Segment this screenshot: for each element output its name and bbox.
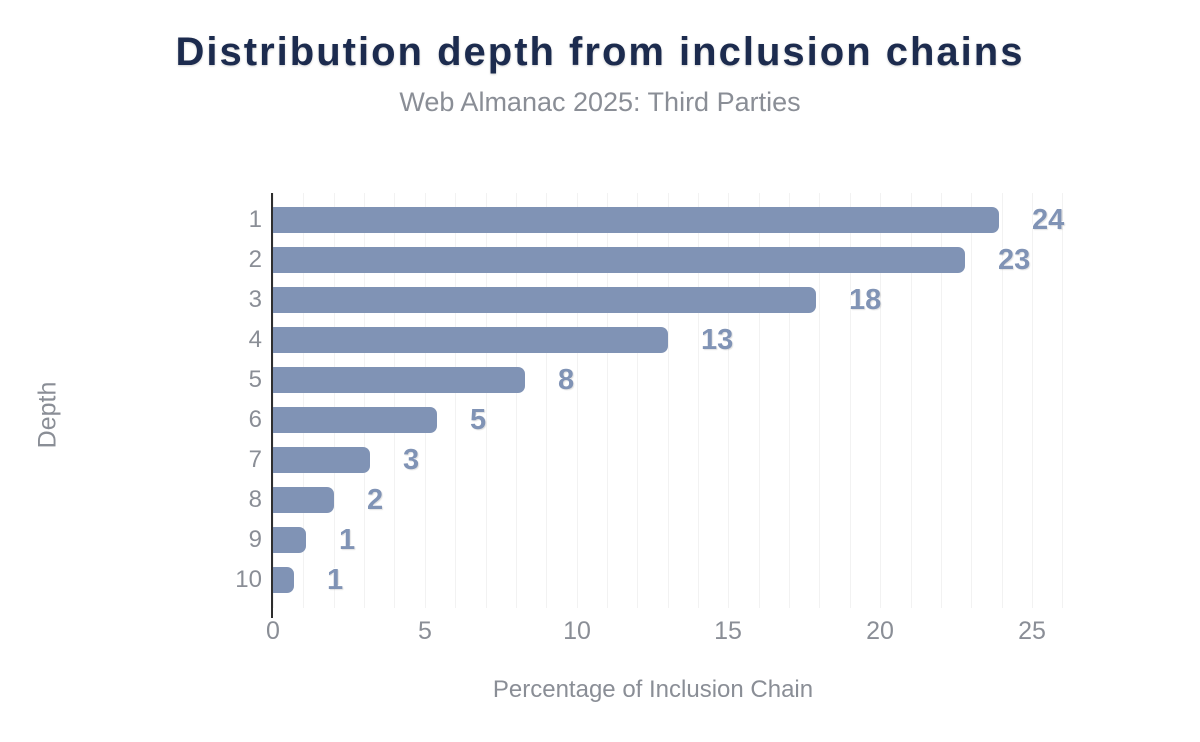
bar-depth-6[interactable] — [273, 407, 437, 433]
bar-value-label: 18 — [849, 284, 882, 316]
bar-value-label: 8 — [558, 364, 575, 396]
bar-value-label: 5 — [470, 404, 487, 436]
gridline — [759, 193, 760, 608]
gridline — [455, 193, 456, 608]
y-tick-label: 8 — [248, 486, 262, 513]
gridline — [880, 193, 881, 608]
bar-depth-1[interactable] — [273, 207, 999, 233]
gridlines-layer — [273, 193, 1076, 608]
gridline — [1062, 193, 1063, 608]
gridline — [698, 193, 699, 608]
gridline — [273, 193, 274, 608]
y-tick-label: 4 — [248, 326, 262, 353]
y-tick-label: 2 — [248, 246, 262, 273]
gridline — [577, 193, 578, 608]
bar-depth-8[interactable] — [273, 487, 334, 513]
gridline — [668, 193, 669, 608]
bar-depth-7[interactable] — [273, 447, 370, 473]
gridline — [971, 193, 972, 608]
gridline — [546, 193, 547, 608]
bar-depth-3[interactable] — [273, 287, 816, 313]
chart-subtitle: Web Almanac 2025: Third Parties — [399, 87, 801, 117]
bar-depth-10[interactable] — [273, 567, 294, 593]
y-axis-title: Depth — [33, 381, 62, 449]
gridline — [486, 193, 487, 608]
x-tick-label: 15 — [714, 617, 742, 645]
y-tick-label: 5 — [248, 366, 262, 393]
x-tick-label: 10 — [563, 617, 591, 645]
gridline — [516, 193, 517, 608]
gridline — [303, 193, 304, 608]
y-tick-label: 9 — [248, 526, 262, 553]
chart-title: Distribution depth from inclusion chains — [175, 30, 1025, 74]
y-tick-label: 10 — [235, 566, 262, 593]
y-tick-label: 6 — [248, 406, 262, 433]
bar-value-label: 24 — [1032, 204, 1065, 236]
bar-depth-2[interactable] — [273, 247, 965, 273]
bar-value-label: 1 — [327, 564, 344, 596]
x-tick-label: 5 — [418, 617, 432, 645]
gridline — [364, 193, 365, 608]
gridline — [394, 193, 395, 608]
y-tick-label: 3 — [248, 286, 262, 313]
bar-depth-4[interactable] — [273, 327, 668, 353]
gridline — [637, 193, 638, 608]
y-tick-label: 7 — [248, 446, 262, 473]
bar-depth-5[interactable] — [273, 367, 525, 393]
gridline — [789, 193, 790, 608]
x-tick-label: 25 — [1018, 617, 1046, 645]
gridline — [334, 193, 335, 608]
bar-value-label: 23 — [998, 244, 1031, 276]
gridline — [728, 193, 729, 608]
gridline — [819, 193, 820, 608]
bar-value-label: 3 — [403, 444, 420, 476]
gridline — [911, 193, 912, 608]
bar-value-label: 13 — [701, 324, 734, 356]
bar-value-label: 1 — [339, 524, 356, 556]
gridline — [1032, 193, 1033, 608]
y-tick-label: 1 — [248, 206, 262, 233]
gridline — [850, 193, 851, 608]
gridline — [1002, 193, 1003, 608]
bar-value-label: 2 — [367, 484, 384, 516]
x-tick-label: 0 — [266, 617, 280, 645]
y-axis-line — [271, 193, 273, 618]
bar-depth-9[interactable] — [273, 527, 306, 553]
x-axis-title: Percentage of Inclusion Chain — [492, 676, 814, 703]
gridline — [941, 193, 942, 608]
gridline — [607, 193, 608, 608]
gridline — [425, 193, 426, 608]
x-tick-label: 20 — [866, 617, 894, 645]
